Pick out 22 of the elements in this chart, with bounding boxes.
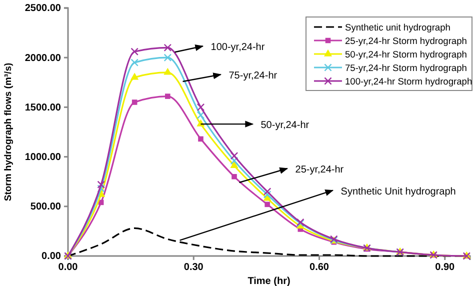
- y-tick-label: 2500.00: [24, 3, 62, 14]
- annotation: 50-yr,24-hr: [260, 120, 310, 132]
- x-axis-title: Time (hr): [248, 276, 290, 286]
- legend-label: 50-yr,24-hr Storm hydrograph: [345, 50, 467, 60]
- y-tick-label: 0.00: [42, 251, 62, 262]
- legend-label: 100-yr,24-hr Storm hydrograph: [345, 76, 472, 86]
- legend-label: 25-yr,24-hr Storm hydrograph: [345, 36, 467, 46]
- x-tick-label: 0.60: [310, 262, 330, 274]
- legend-label: 75-yr,24-hr Storm hydrograph: [345, 63, 467, 73]
- annotation: Synthetic Unit hydrograph: [340, 186, 456, 198]
- annotation: 75-yr,24-hr: [228, 70, 278, 82]
- legend-label: Synthetic unit hydrograph: [345, 22, 450, 32]
- x-tick-label: 0.90: [435, 262, 456, 274]
- y-tick-label: 1000.00: [24, 152, 62, 163]
- y-tick-label: 2000.00: [24, 52, 62, 64]
- y-tick-label: 500.00: [30, 202, 62, 213]
- annotation: 100-yr,24-hr: [210, 42, 266, 54]
- y-tick-label: 1500.00: [24, 102, 62, 114]
- annotation: 25-yr,24-hr: [295, 164, 344, 176]
- y-axis-title: Storm hydrograph flows (m³/s): [3, 62, 14, 202]
- x-tick-label: 0.30: [184, 262, 204, 274]
- x-tick-label: 0.00: [58, 262, 78, 274]
